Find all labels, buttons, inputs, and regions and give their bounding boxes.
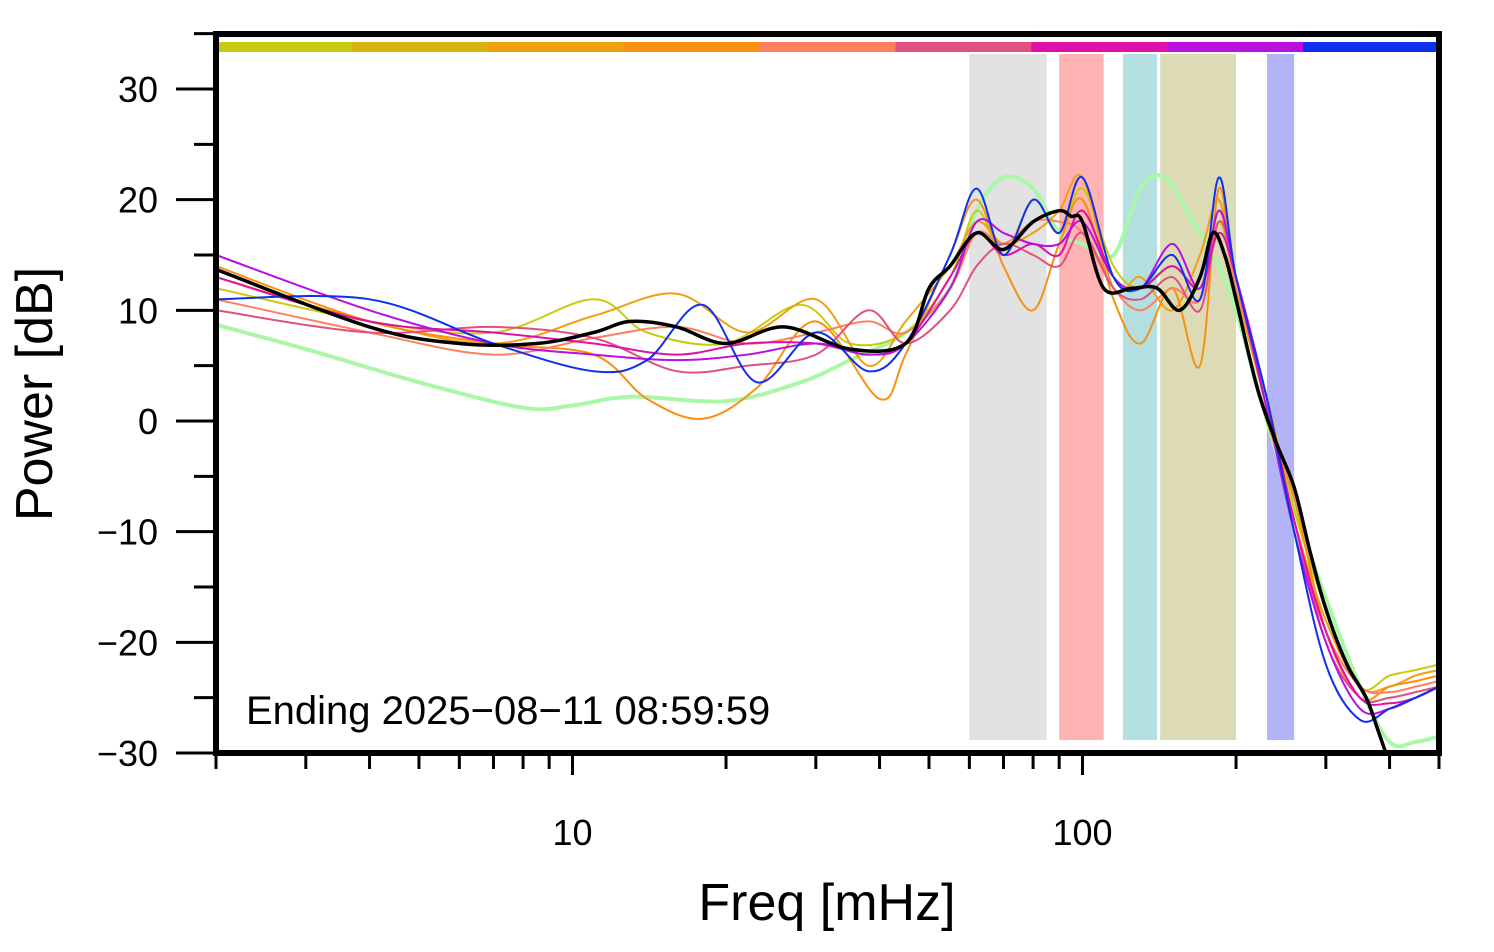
y-tick-label: 20: [118, 180, 158, 221]
y-tick-label: −20: [97, 622, 158, 663]
color-bar-segment-5: [759, 42, 896, 52]
y-axis-title: Power [dB]: [6, 267, 64, 521]
frequency-band-3: [1122, 54, 1158, 740]
color-bar-segment-7: [1031, 42, 1168, 52]
series-line-6: [216, 220, 1439, 703]
color-bar-segment-1: [216, 42, 353, 52]
color-bar-segment-8: [1167, 42, 1304, 52]
x-axis-title: Freq [mHz]: [698, 874, 955, 932]
color-bar-segment-3: [487, 42, 625, 52]
color-bar-segment-4: [623, 42, 761, 52]
x-tick-label: 100: [1052, 812, 1112, 853]
frequency-band-1: [969, 54, 1047, 740]
series-line-3: [216, 173, 1439, 693]
frequency-band-4: [1160, 54, 1237, 740]
series-line-10: [216, 208, 1388, 753]
x-tick-label: 10: [552, 812, 592, 853]
y-tick-label: 10: [118, 290, 158, 331]
y-axis: 30 20 10 0 −10 −20 −30: [97, 32, 216, 774]
plot-frame: [213, 31, 1442, 756]
series-line-5: [216, 209, 1439, 695]
y-tick-label: 0: [138, 401, 158, 442]
series-line-1: [216, 173, 1439, 749]
series-layer: [216, 173, 1439, 753]
color-bar: [216, 42, 1440, 52]
series-line-2: [216, 187, 1439, 691]
x-axis: 10 100: [214, 753, 1441, 853]
y-tick-label: 30: [118, 69, 158, 110]
color-bar-segment-6: [895, 42, 1032, 52]
frequency-band-2: [1059, 54, 1104, 740]
y-tick-label: −30: [97, 733, 158, 774]
frequency-band-5: [1266, 54, 1295, 740]
timestamp-annotation: Ending 2025−08−11 08:59:59: [246, 689, 770, 733]
y-tick-label: −10: [97, 512, 158, 553]
color-bar-segment-2: [351, 42, 489, 52]
frequency-bands: [969, 54, 1295, 740]
series-line-7: [216, 209, 1439, 706]
series-line-9: [216, 176, 1439, 723]
color-bar-segment-9: [1303, 42, 1440, 52]
series-line-8: [216, 209, 1439, 716]
series-line-4: [216, 186, 1439, 702]
